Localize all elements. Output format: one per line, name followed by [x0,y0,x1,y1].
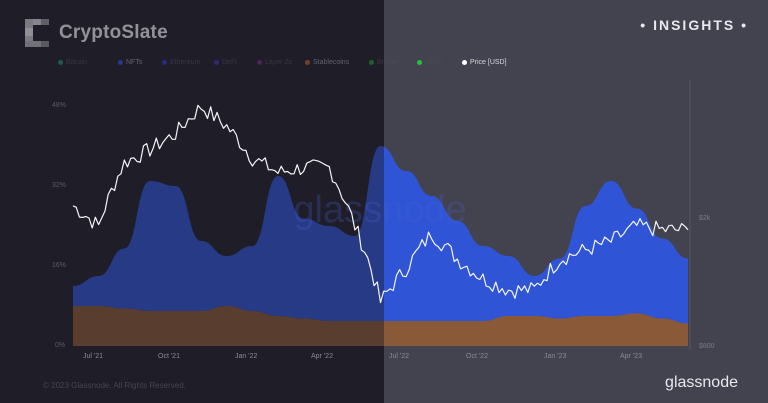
x-tick: Oct '22 [466,353,488,360]
legend-item-nfts[interactable]: NFTs [118,59,162,66]
x-tick: Jul '21 [83,353,104,360]
legend-dot-icon [417,60,422,65]
price-line [72,104,689,304]
legend-dot-icon [369,60,374,65]
y-tick-32: 32% [52,182,67,189]
glassnode-logo: glassnode [665,374,738,391]
insights-label: • INSIGHTS • [640,17,748,33]
legend-dot-icon [462,60,467,65]
legend-item-stablecoins[interactable]: Stablecoins [305,59,369,66]
nfts-area [73,146,688,324]
legend-dot-icon [214,60,219,65]
legend-dot-icon [305,60,310,65]
y-tick-16: 16% [52,262,67,269]
chart-legend: Bitcoin NFTs Ethereum DeFi Layer 2s Stab… [58,59,507,66]
stablecoins-area [73,306,688,346]
x-tick: Jul '22 [389,353,410,360]
x-tick: Jan '23 [544,353,567,360]
y2-tick-800: $800 [699,343,715,350]
legend-dot-icon [118,60,123,65]
legend-item-price[interactable]: Price [USD] [462,59,507,66]
legend-dot-icon [162,60,167,65]
legend-item-bridge[interactable]: Bridge [369,59,417,66]
legend-item-ethereum[interactable]: Ethereum [162,59,214,66]
copyright-text: © 2023 Glassnode. All Rights Reserved. [43,381,186,390]
cryptoslate-logo-icon [25,19,49,47]
legend-item-defi[interactable]: DeFi [214,59,257,66]
x-tick: Apr '22 [311,353,333,360]
y2-tick-2k: $2k [699,215,711,222]
x-tick: Apr '23 [620,353,642,360]
y-tick-0: 0% [55,342,66,349]
legend-item-layer2[interactable]: Layer 2s [257,59,305,66]
legend-item-other[interactable]: Other [417,59,462,66]
x-tick: Jan '22 [235,353,258,360]
y-tick-48: 48% [52,102,67,109]
cryptoslate-logo: CryptoSlate [25,19,168,47]
watermark: glassnode [293,189,466,231]
brand-name: CryptoSlate [59,22,168,43]
legend-dot-icon [58,60,63,65]
x-tick: Oct '21 [158,353,180,360]
legend-dot-icon [257,60,262,65]
legend-item-bitcoin[interactable]: Bitcoin [58,59,118,66]
